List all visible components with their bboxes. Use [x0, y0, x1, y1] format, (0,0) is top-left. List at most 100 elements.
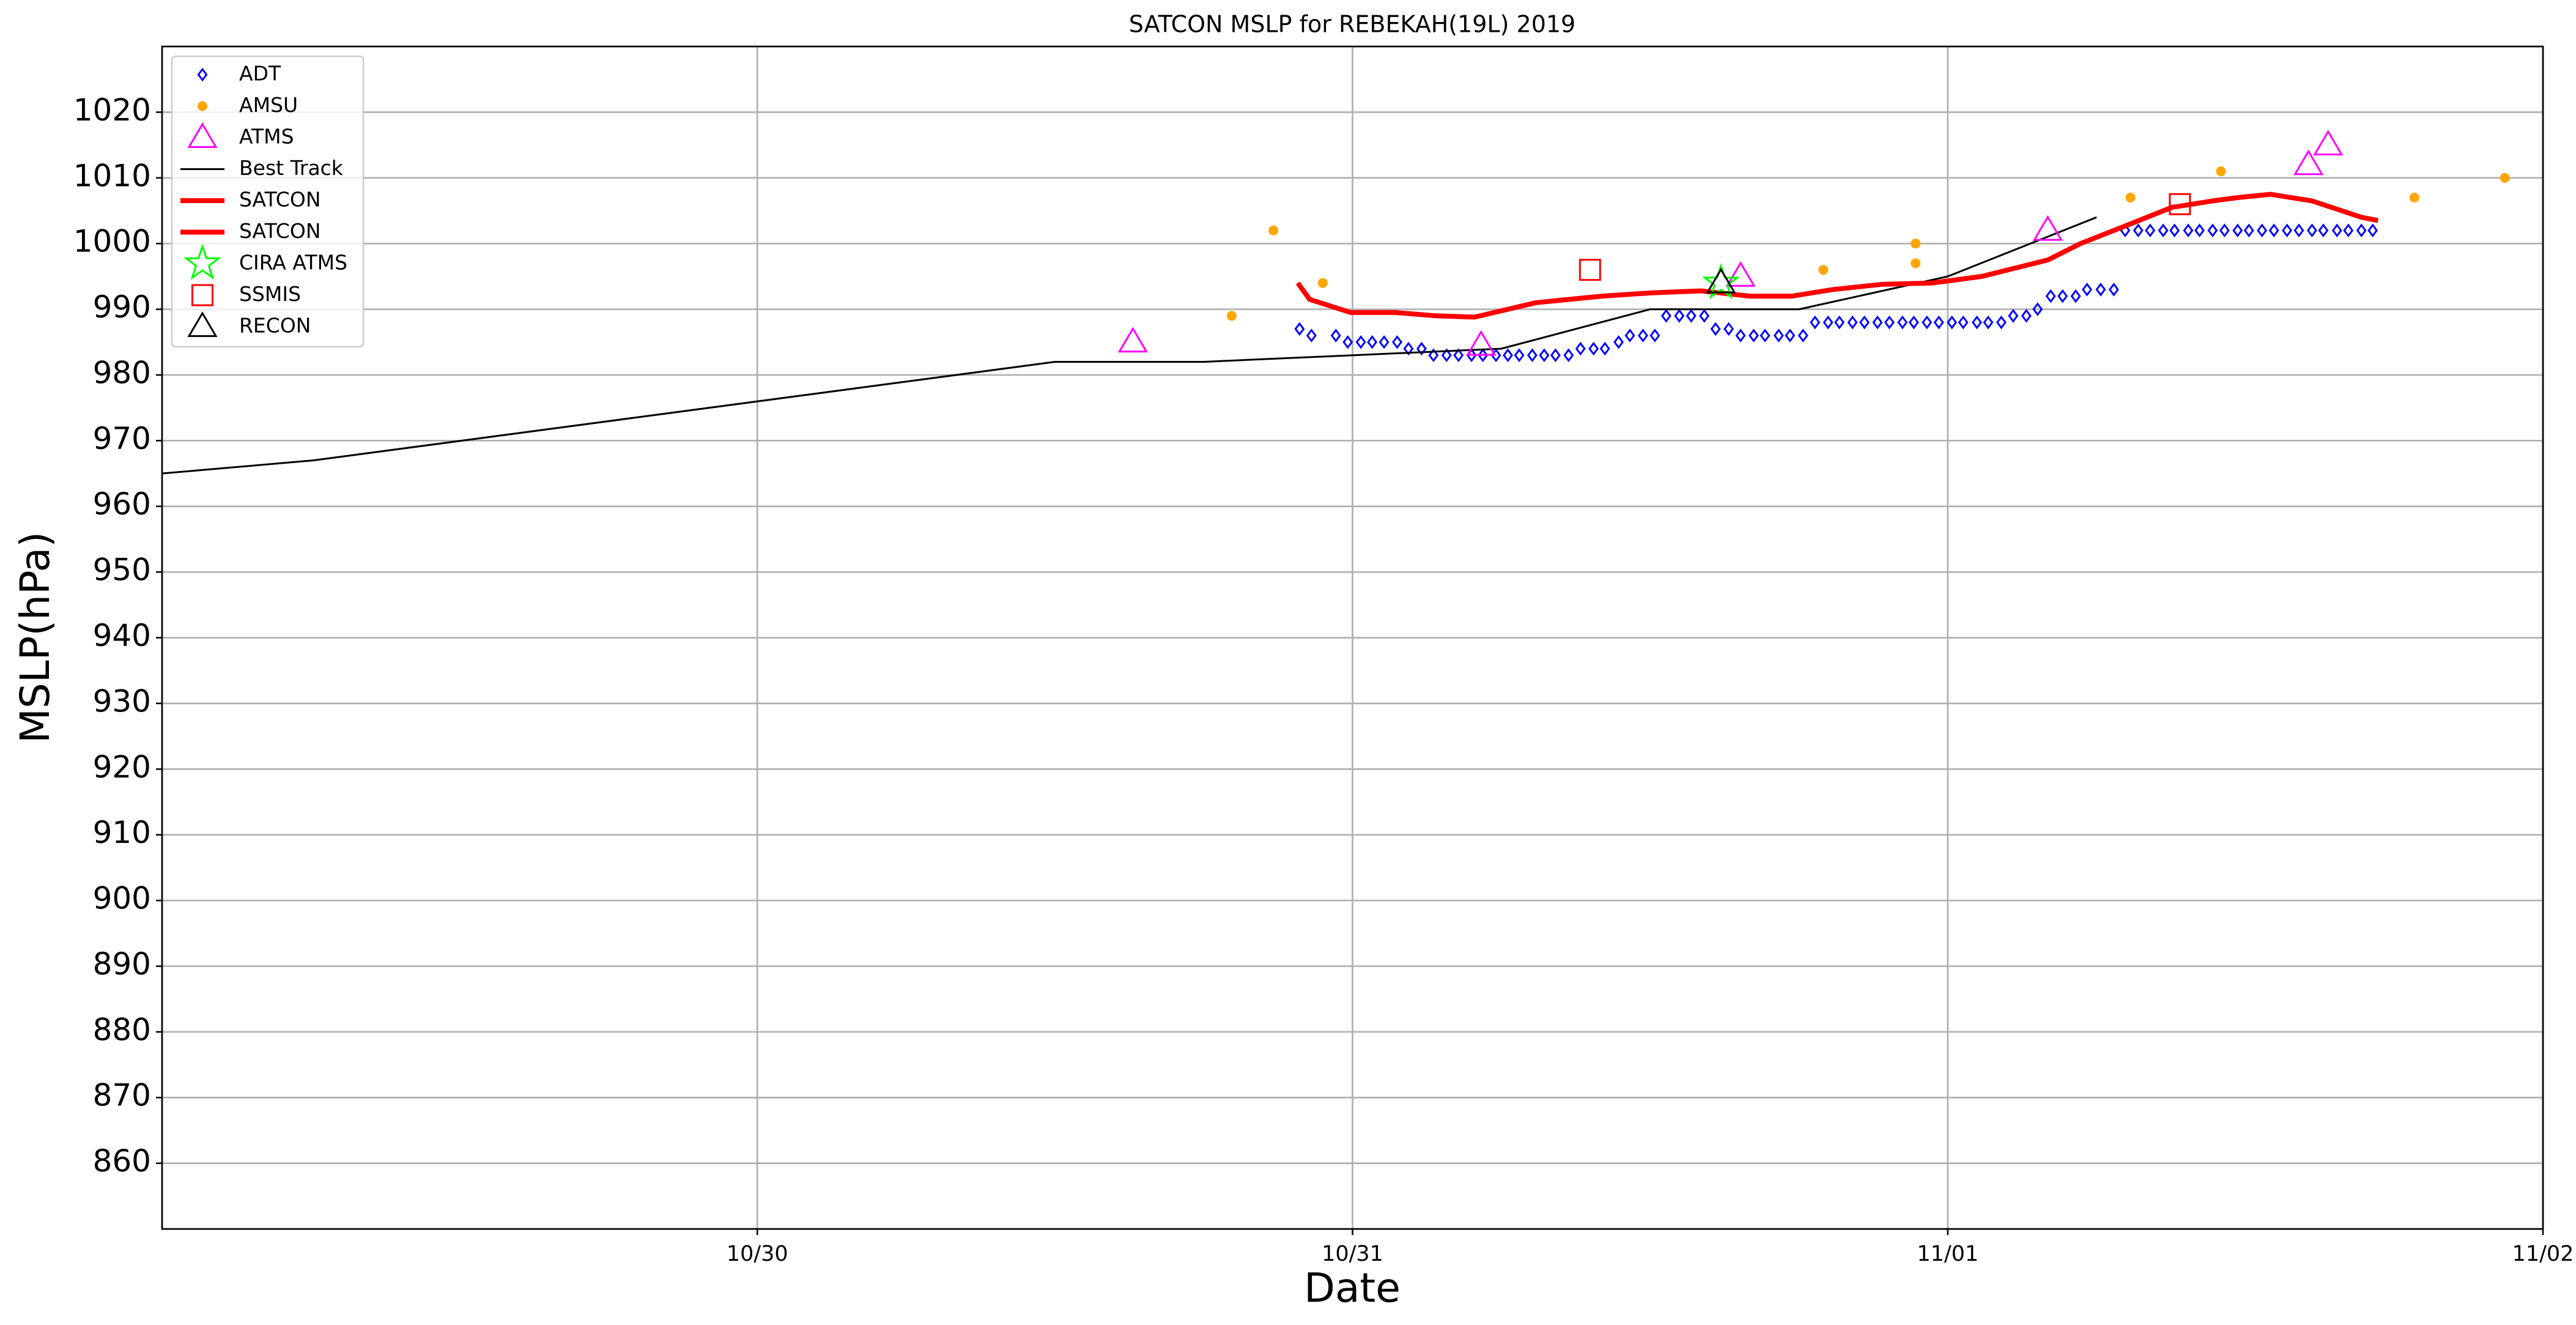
adt-point: [2194, 223, 2205, 237]
adt-point: [2008, 308, 2019, 323]
adt-point: [2108, 283, 2119, 297]
legend-swatch: [187, 311, 218, 337]
adt-point: [2082, 283, 2092, 297]
triangle-point: [1466, 330, 1497, 356]
y-tick-label: 900: [93, 881, 151, 916]
adt-point: [1785, 328, 1796, 343]
plot-frame: [161, 45, 2544, 1230]
amsu-point: [1818, 265, 1829, 275]
adt-point: [1527, 348, 1538, 363]
adt-point: [1748, 328, 1759, 343]
amsu-point: [1317, 278, 1328, 288]
adt-point: [2367, 223, 2378, 237]
legend-label: AMSU: [239, 93, 298, 117]
adt-point: [2145, 223, 2156, 237]
adt-point: [1392, 335, 1402, 349]
adt-point: [1514, 348, 1525, 363]
adt-point: [1908, 315, 1919, 330]
adt-point: [1428, 348, 1439, 363]
x-tick-label: 10/31: [1322, 1242, 1383, 1266]
y-tick-label: 940: [93, 618, 151, 653]
adt-point: [1441, 348, 1452, 363]
chart-title: SATCON MSLP for REBEKAH(19L) 2019: [1129, 11, 1575, 38]
y-tick-label: 910: [93, 815, 151, 850]
adt-point: [1294, 322, 1305, 336]
triangle-point: [2293, 149, 2324, 176]
legend-label: RECON: [239, 314, 311, 338]
adt-point: [1760, 328, 1771, 343]
y-tick-label: 950: [93, 552, 151, 588]
adt-point: [1983, 315, 1994, 330]
adt-point: [2095, 283, 2106, 297]
star-point: [1701, 262, 1741, 300]
adt-point: [1367, 335, 1378, 349]
adt-point: [1897, 315, 1908, 330]
legend-label: Best Track: [239, 156, 344, 180]
adt-point: [1674, 308, 1685, 323]
amsu-point: [2409, 192, 2419, 202]
adt-point: [2306, 223, 2317, 237]
adt-point: [2032, 302, 2043, 316]
y-tick-label: 860: [93, 1143, 151, 1179]
legend-swatch: [198, 101, 207, 111]
adt-point: [2356, 223, 2367, 237]
triangle-point: [1117, 327, 1148, 353]
x-tick-label: 11/01: [1917, 1242, 1978, 1266]
adt-point: [2293, 223, 2304, 237]
y-tick-label: 980: [93, 355, 151, 390]
amsu-point: [2216, 166, 2226, 177]
adt-point: [2021, 308, 2032, 323]
legend-label: CIRA ATMS: [239, 251, 347, 275]
x-tick-label: 10/30: [727, 1242, 788, 1266]
adt-point: [1637, 328, 1648, 343]
adt-point: [1996, 315, 2007, 330]
adt-point: [1453, 348, 1464, 363]
adt-point: [1539, 348, 1550, 363]
adt-point: [1403, 341, 1414, 356]
series-line: [161, 216, 2097, 475]
adt-point: [2318, 223, 2329, 237]
adt-point: [2257, 223, 2268, 237]
adt-point: [2268, 223, 2279, 237]
adt-point: [2219, 223, 2230, 237]
y-tick-label: 960: [93, 486, 151, 522]
adt-point: [2243, 223, 2254, 237]
adt-point: [1330, 328, 1341, 343]
adt-point: [1922, 315, 1933, 330]
legend-label: SSMIS: [239, 282, 301, 306]
legend: ADT AMSU ATMS Best Track SATCON SATCON CIRA AT…: [171, 55, 365, 348]
legend-swatch: [197, 67, 208, 82]
adt-point: [1884, 315, 1895, 330]
adt-point: [1735, 328, 1746, 343]
adt-point: [1810, 315, 1821, 330]
adt-point: [1563, 348, 1574, 363]
adt-point: [2343, 223, 2354, 237]
y-tick-label: 880: [93, 1012, 151, 1047]
y-tick-label: 890: [93, 946, 151, 982]
amsu-point: [2125, 192, 2136, 202]
adt-point: [2133, 223, 2144, 237]
y-axis-label: MSLP(hPa): [12, 532, 59, 743]
square-point: [1579, 259, 1601, 281]
adt-point: [1699, 308, 1710, 323]
adt-point: [1342, 335, 1353, 349]
adt-point: [1710, 322, 1721, 336]
amsu-point: [1268, 225, 1279, 236]
adt-point: [1859, 315, 1870, 330]
adt-point: [1599, 341, 1610, 356]
adt-point: [1660, 308, 1671, 323]
adt-point: [2070, 289, 2081, 303]
amsu-point: [1911, 239, 1921, 249]
adt-point: [1958, 315, 1969, 330]
legend-label: ATMS: [239, 125, 294, 149]
y-tick-label: 970: [93, 421, 151, 456]
adt-point: [1379, 335, 1390, 349]
y-tick-label: 990: [93, 289, 151, 325]
adt-point: [1773, 328, 1784, 343]
adt-point: [1686, 308, 1697, 323]
legend-label: SATCON: [239, 188, 321, 212]
adt-point: [1550, 348, 1561, 363]
adt-point: [1834, 315, 1845, 330]
